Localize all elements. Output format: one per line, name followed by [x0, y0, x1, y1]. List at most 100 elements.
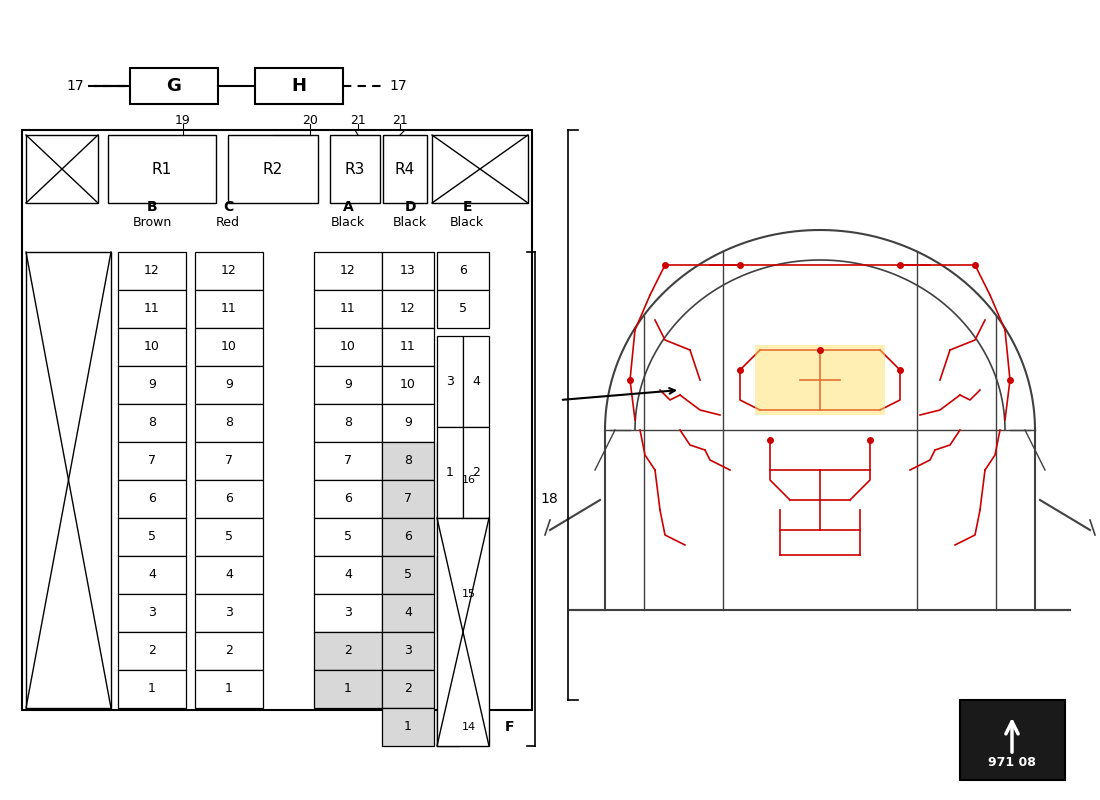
Bar — [118, 290, 186, 328]
Bar — [382, 556, 435, 594]
Bar — [118, 480, 186, 518]
Bar — [314, 366, 382, 404]
Bar — [314, 290, 382, 328]
Bar — [228, 135, 318, 203]
Text: 10: 10 — [144, 341, 159, 354]
Bar — [118, 670, 186, 708]
Bar — [195, 594, 263, 632]
Bar — [382, 442, 435, 480]
Text: 2: 2 — [226, 645, 233, 658]
Bar — [382, 252, 435, 290]
Text: Black: Black — [393, 217, 427, 230]
Text: 4: 4 — [226, 569, 233, 582]
Text: C: C — [223, 200, 233, 214]
Bar — [26, 252, 111, 708]
Bar — [960, 700, 1065, 780]
Bar — [382, 518, 435, 556]
Text: 5: 5 — [148, 530, 156, 543]
Bar — [118, 518, 186, 556]
Bar — [382, 366, 435, 404]
Text: 20: 20 — [302, 114, 318, 126]
Bar — [437, 252, 490, 290]
Text: F: F — [505, 720, 515, 734]
Text: 6: 6 — [404, 530, 411, 543]
Text: R4: R4 — [395, 162, 415, 177]
Bar — [437, 427, 463, 518]
Text: A: A — [342, 200, 353, 214]
Text: 1: 1 — [344, 682, 352, 695]
Bar — [314, 480, 382, 518]
Bar — [437, 442, 459, 518]
Text: 10: 10 — [340, 341, 356, 354]
Text: 21: 21 — [392, 114, 408, 126]
Text: 8: 8 — [226, 417, 233, 430]
Text: 12: 12 — [340, 265, 356, 278]
Text: 3: 3 — [226, 606, 233, 619]
Text: 21: 21 — [350, 114, 366, 126]
Text: Brown: Brown — [132, 217, 172, 230]
Text: 4: 4 — [148, 569, 156, 582]
Text: 5: 5 — [344, 530, 352, 543]
Bar — [382, 670, 435, 708]
Text: 4: 4 — [404, 606, 411, 619]
Text: 5: 5 — [226, 530, 233, 543]
Text: G: G — [166, 77, 182, 95]
Bar — [314, 670, 382, 708]
Bar — [130, 68, 218, 104]
Bar — [26, 135, 98, 203]
Text: 10: 10 — [221, 341, 236, 354]
Text: 2: 2 — [344, 645, 352, 658]
Text: E: E — [462, 200, 472, 214]
Bar — [314, 442, 382, 480]
Bar — [437, 708, 459, 746]
Bar — [382, 328, 435, 366]
Text: 11: 11 — [144, 302, 159, 315]
Bar — [118, 442, 186, 480]
Bar — [195, 404, 263, 442]
Text: B: B — [146, 200, 157, 214]
Bar — [118, 252, 186, 290]
Text: 7: 7 — [344, 454, 352, 467]
Text: 9: 9 — [226, 378, 233, 391]
Bar — [437, 556, 459, 632]
Bar — [382, 632, 435, 670]
Text: 18: 18 — [540, 492, 558, 506]
Text: 6: 6 — [459, 265, 466, 278]
Text: Black: Black — [331, 217, 365, 230]
Bar — [195, 632, 263, 670]
Text: 7: 7 — [404, 493, 412, 506]
Text: 1: 1 — [404, 721, 411, 734]
Text: 971 08: 971 08 — [988, 757, 1036, 770]
Text: 3: 3 — [344, 606, 352, 619]
Bar — [314, 594, 382, 632]
Text: 5: 5 — [459, 302, 468, 315]
Text: 9: 9 — [148, 378, 156, 391]
Text: 17: 17 — [66, 79, 84, 93]
Bar — [195, 480, 263, 518]
Bar — [22, 130, 532, 710]
Bar — [118, 328, 186, 366]
Bar — [195, 518, 263, 556]
Text: 12: 12 — [144, 265, 159, 278]
Bar — [195, 290, 263, 328]
Bar — [463, 336, 490, 427]
Text: R1: R1 — [152, 162, 172, 177]
Bar — [314, 404, 382, 442]
Text: 16: 16 — [462, 475, 476, 485]
Polygon shape — [755, 345, 886, 415]
Text: 3: 3 — [447, 375, 454, 388]
Bar — [382, 480, 435, 518]
Bar — [382, 290, 435, 328]
Text: 10: 10 — [400, 378, 416, 391]
Bar — [432, 135, 528, 203]
Text: 5: 5 — [404, 569, 412, 582]
Bar — [118, 366, 186, 404]
Bar — [195, 328, 263, 366]
Bar — [383, 135, 427, 203]
Text: 3: 3 — [148, 606, 156, 619]
Text: Black: Black — [450, 217, 484, 230]
Text: 12: 12 — [221, 265, 236, 278]
Text: Red: Red — [216, 217, 240, 230]
Text: 4: 4 — [472, 375, 480, 388]
Bar — [118, 404, 186, 442]
